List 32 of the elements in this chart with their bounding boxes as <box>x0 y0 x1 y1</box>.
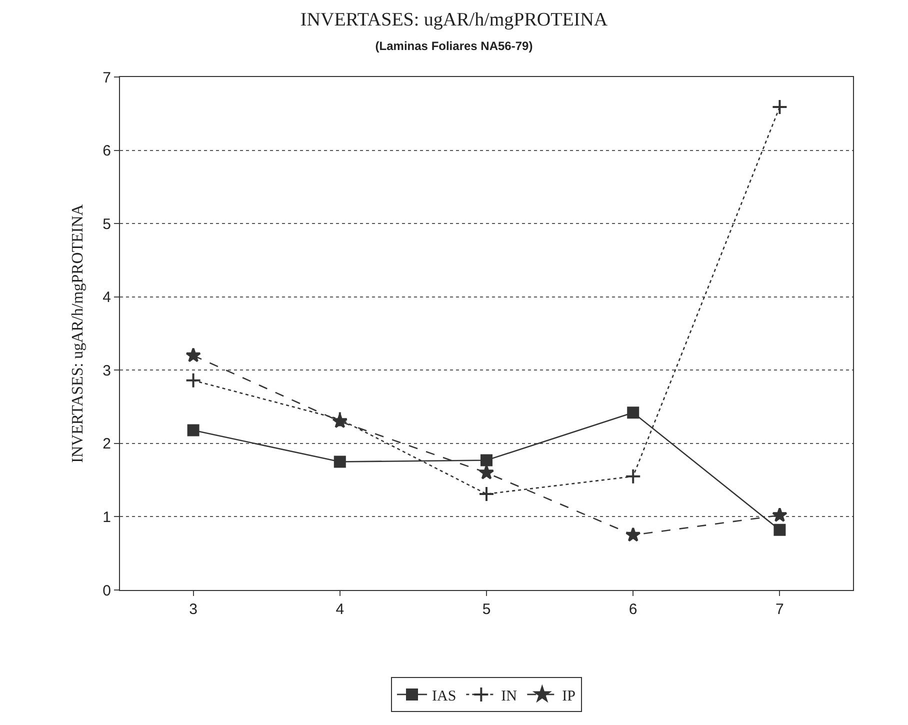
y-tick-label: 5 <box>102 216 111 233</box>
point <box>625 468 642 484</box>
point <box>625 527 641 542</box>
y-tick-label: 0 <box>102 582 111 600</box>
legend-label: IN <box>501 688 518 704</box>
y-tick-label: 6 <box>102 142 111 160</box>
x-tick-label: 5 <box>482 601 491 618</box>
x-tick-label: 7 <box>776 601 784 618</box>
y-tick-label: 3 <box>102 362 111 380</box>
point <box>627 406 640 419</box>
y-tick-label: 1 <box>102 508 111 526</box>
point <box>187 424 200 436</box>
chart-subtitle: (Laminas Foliares NA56-79) <box>375 39 533 54</box>
x-tick-label: 4 <box>336 601 344 618</box>
y-tick-label: 4 <box>102 289 111 306</box>
point <box>772 507 788 522</box>
x-tick-label: 6 <box>628 601 638 618</box>
point <box>478 486 494 502</box>
point <box>772 99 788 116</box>
point <box>186 347 201 362</box>
chart-title: INVERTASES: ugAR/h/mgPROTEINA <box>300 9 608 30</box>
y-axis-title: INVERTASES: ugAR/h/mgPROTEINA <box>70 204 87 463</box>
legend-label: IP <box>562 688 576 704</box>
point <box>334 456 346 468</box>
x-tick-label: 3 <box>189 601 198 618</box>
legend-label: IAS <box>432 688 456 704</box>
y-tick-label: 7 <box>102 69 111 86</box>
point <box>185 372 202 388</box>
point <box>480 454 492 466</box>
point <box>478 464 494 480</box>
point <box>774 524 786 536</box>
y-tick-label: 2 <box>102 436 111 453</box>
